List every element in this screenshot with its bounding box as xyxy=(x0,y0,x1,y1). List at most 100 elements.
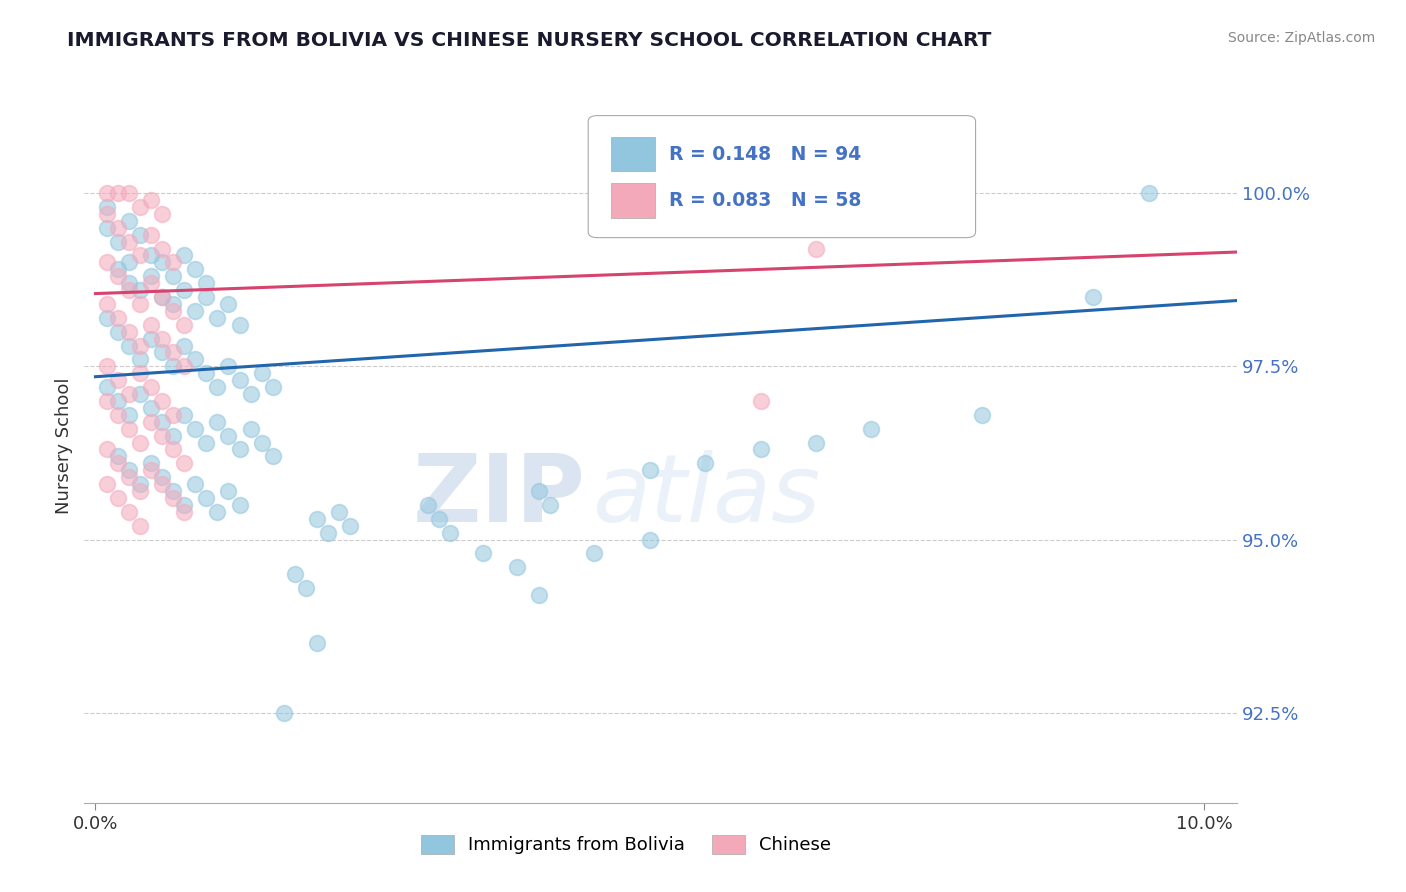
Point xyxy=(118,283,141,297)
Point xyxy=(118,387,141,401)
Point xyxy=(139,456,162,470)
Point xyxy=(307,636,329,650)
Y-axis label: Nursery School: Nursery School xyxy=(55,377,73,515)
Point xyxy=(416,498,439,512)
Point xyxy=(139,463,162,477)
Point xyxy=(107,235,129,249)
Point xyxy=(207,505,229,519)
Point xyxy=(218,428,240,442)
Point xyxy=(150,207,173,221)
Point xyxy=(96,380,118,394)
Text: ZIP: ZIP xyxy=(413,450,586,542)
Point xyxy=(328,505,350,519)
Point xyxy=(239,387,262,401)
Point xyxy=(173,505,195,519)
Point xyxy=(150,394,173,409)
Point xyxy=(118,463,141,477)
Point xyxy=(150,290,173,304)
Point xyxy=(162,255,184,269)
Point xyxy=(96,297,118,311)
Point xyxy=(107,450,129,464)
Point xyxy=(804,242,827,256)
Point xyxy=(139,332,162,346)
Point xyxy=(527,588,550,602)
Point xyxy=(107,325,129,339)
Point xyxy=(173,456,195,470)
Point xyxy=(228,318,250,332)
Point xyxy=(128,483,150,498)
Point xyxy=(150,242,173,256)
Point xyxy=(118,186,141,201)
Point xyxy=(96,394,118,409)
Point xyxy=(139,193,162,207)
Point xyxy=(195,276,218,290)
Point xyxy=(107,394,129,409)
Point xyxy=(218,359,240,374)
Point xyxy=(139,276,162,290)
Point xyxy=(139,227,162,242)
Point xyxy=(250,366,273,380)
Point xyxy=(250,435,273,450)
Point xyxy=(749,394,772,409)
Point xyxy=(262,450,284,464)
Point xyxy=(228,373,250,387)
Point xyxy=(162,483,184,498)
FancyBboxPatch shape xyxy=(612,184,655,218)
Point xyxy=(184,304,207,318)
Text: R = 0.148   N = 94: R = 0.148 N = 94 xyxy=(669,145,860,163)
Point xyxy=(128,248,150,262)
Point xyxy=(804,435,827,450)
Point xyxy=(118,470,141,484)
Point xyxy=(239,422,262,436)
Point xyxy=(128,387,150,401)
Point xyxy=(162,408,184,422)
Point xyxy=(107,220,129,235)
Point xyxy=(162,359,184,374)
Point xyxy=(195,290,218,304)
Point xyxy=(107,491,129,505)
Point xyxy=(972,408,994,422)
Point xyxy=(107,408,129,422)
Point xyxy=(173,318,195,332)
Text: atlas: atlas xyxy=(592,450,820,541)
Point xyxy=(107,310,129,325)
Point xyxy=(150,255,173,269)
Point xyxy=(195,435,218,450)
FancyBboxPatch shape xyxy=(588,116,976,237)
Point xyxy=(96,220,118,235)
Text: Source: ZipAtlas.com: Source: ZipAtlas.com xyxy=(1227,31,1375,45)
Point xyxy=(139,415,162,429)
Point xyxy=(150,345,173,359)
Point xyxy=(228,498,250,512)
Point xyxy=(439,525,461,540)
Point xyxy=(173,408,195,422)
Point xyxy=(162,442,184,457)
Point xyxy=(150,290,173,304)
Point xyxy=(162,428,184,442)
Point xyxy=(150,428,173,442)
Point xyxy=(118,408,141,422)
Point xyxy=(1083,290,1105,304)
Point xyxy=(427,512,450,526)
Point xyxy=(96,186,118,201)
Point xyxy=(150,332,173,346)
Point xyxy=(173,283,195,297)
Point xyxy=(150,470,173,484)
Point xyxy=(118,338,141,352)
Point xyxy=(96,359,118,374)
Point xyxy=(150,477,173,491)
Point xyxy=(128,338,150,352)
Point xyxy=(139,248,162,262)
Point xyxy=(173,359,195,374)
Point xyxy=(273,706,295,720)
Point xyxy=(284,567,307,582)
Point xyxy=(527,483,550,498)
Point xyxy=(96,255,118,269)
Point xyxy=(118,325,141,339)
Point xyxy=(506,560,529,574)
Point xyxy=(339,518,361,533)
Text: R = 0.083   N = 58: R = 0.083 N = 58 xyxy=(669,191,862,210)
Point xyxy=(162,304,184,318)
Point xyxy=(139,401,162,415)
Point xyxy=(207,415,229,429)
